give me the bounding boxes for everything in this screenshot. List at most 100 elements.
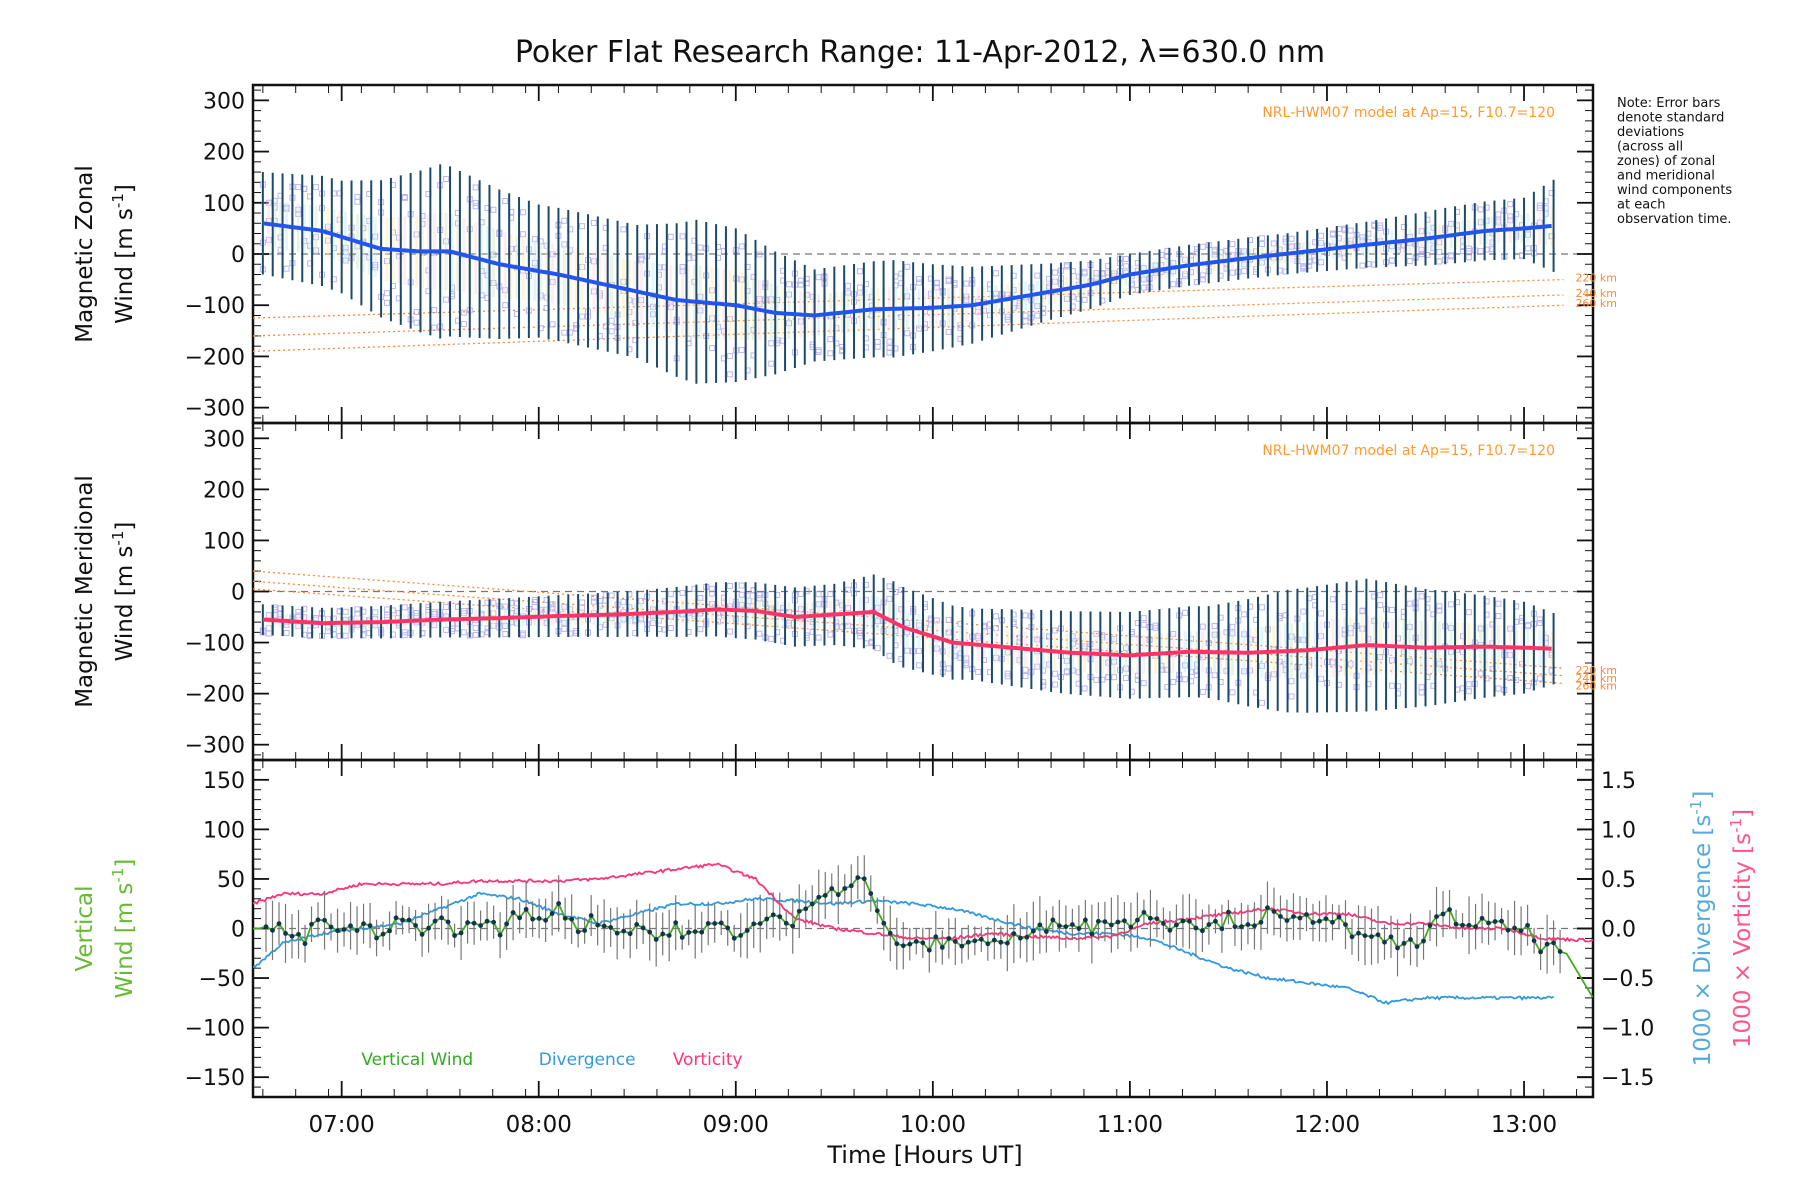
note-line: observation time. bbox=[1617, 212, 1732, 227]
vertical-wind-point bbox=[660, 931, 666, 937]
zone-sample-marker bbox=[768, 340, 775, 347]
zone-sample-marker bbox=[620, 598, 627, 605]
zone-sample-marker bbox=[916, 325, 923, 332]
vertical-wind-point bbox=[640, 925, 646, 931]
zone-sample-marker bbox=[1170, 678, 1177, 685]
zone-sample-marker bbox=[1229, 269, 1236, 276]
zone-sample-marker bbox=[1258, 235, 1265, 242]
zone-sample-marker bbox=[1418, 689, 1425, 696]
vertical-wind-point bbox=[523, 906, 529, 912]
zone-sample-marker bbox=[1081, 685, 1088, 692]
zone-sample-marker bbox=[1199, 276, 1206, 283]
zone-sample-marker bbox=[815, 601, 822, 608]
zone-sample-marker bbox=[904, 293, 911, 300]
zone-sample-marker bbox=[549, 251, 556, 258]
zone-sample-marker bbox=[1406, 600, 1413, 607]
model-line-220km bbox=[252, 570, 1564, 669]
vertical-wind-point bbox=[1056, 923, 1062, 929]
zone-sample-marker bbox=[1140, 284, 1147, 291]
zone-sample-marker bbox=[490, 251, 497, 258]
vertical-wind-point bbox=[1193, 925, 1199, 931]
zone-sample-marker bbox=[1241, 631, 1248, 638]
zone-sample-marker bbox=[650, 311, 657, 318]
vertical-wind-point bbox=[647, 929, 653, 935]
zone-sample-marker bbox=[502, 630, 509, 637]
vertical-wind-point bbox=[835, 892, 841, 898]
vertical-wind-point bbox=[907, 941, 913, 947]
zone-sample-marker bbox=[1270, 240, 1277, 247]
zone-sample-marker bbox=[1465, 609, 1472, 616]
zone-sample-marker bbox=[1111, 674, 1118, 681]
vertical-wind-point bbox=[341, 927, 347, 932]
model-altitude-label: 260 km bbox=[1575, 297, 1617, 310]
y-tick-label: 100 bbox=[203, 818, 245, 843]
zone-sample-marker bbox=[709, 315, 716, 322]
zone-sample-marker bbox=[1507, 675, 1514, 682]
zone-sample-marker bbox=[502, 287, 509, 294]
zone-sample-marker bbox=[354, 198, 361, 205]
y-tick-label: −150 bbox=[185, 1066, 245, 1091]
vertical-wind-point bbox=[471, 920, 477, 926]
vertical-wind-point bbox=[848, 883, 854, 889]
zone-sample-marker bbox=[531, 603, 538, 610]
zone-sample-marker bbox=[1389, 257, 1395, 264]
zone-sample-marker bbox=[1495, 600, 1502, 607]
zone-sample-marker bbox=[490, 610, 497, 617]
zone-sample-marker bbox=[1418, 246, 1425, 253]
zone-sample-marker bbox=[768, 296, 775, 303]
zone-sample-marker bbox=[265, 236, 272, 243]
zone-sample-marker bbox=[768, 605, 775, 612]
y-tick-label: −50 bbox=[199, 967, 245, 992]
zone-sample-marker bbox=[265, 612, 272, 619]
vertical-wind-point bbox=[816, 894, 822, 900]
zone-sample-marker bbox=[1418, 593, 1425, 600]
zone-sample-marker bbox=[1377, 654, 1384, 661]
zone-sample-marker bbox=[519, 209, 526, 216]
zone-sample-marker bbox=[638, 615, 645, 622]
vertical-wind-point bbox=[1349, 934, 1355, 940]
vertical-wind-point bbox=[1297, 915, 1303, 921]
zone-sample-marker bbox=[579, 264, 586, 271]
zone-sample-marker bbox=[431, 622, 438, 629]
zone-sample-marker bbox=[1022, 318, 1029, 325]
vertical-wind-point bbox=[705, 921, 711, 926]
vertical-wind-point bbox=[582, 928, 588, 933]
zone-sample-marker bbox=[815, 347, 822, 354]
zone-sample-marker bbox=[265, 630, 272, 637]
zone-sample-marker bbox=[1406, 623, 1413, 630]
zone-sample-marker bbox=[1004, 673, 1011, 680]
vertical-wind-point bbox=[699, 929, 705, 935]
zone-sample-marker bbox=[756, 630, 763, 637]
zone-sample-marker bbox=[738, 601, 745, 608]
y-axis-label-line2: Wind [m s-1] bbox=[109, 184, 138, 324]
vertical-wind-point bbox=[1505, 927, 1511, 933]
vertical-wind-point bbox=[1219, 926, 1225, 932]
vertical-wind-point bbox=[965, 939, 971, 945]
right-y-tick-label: 1.0 bbox=[1601, 818, 1636, 843]
y-tick-label: 0 bbox=[231, 581, 245, 606]
vertical-wind-point bbox=[549, 911, 555, 916]
vertical-wind-point bbox=[939, 945, 945, 950]
vertical-wind-point bbox=[692, 929, 698, 934]
vertical-wind-point bbox=[1245, 922, 1251, 927]
zone-sample-marker bbox=[1034, 303, 1041, 310]
zone-sample-marker bbox=[1258, 604, 1265, 611]
zone-sample-marker bbox=[886, 345, 893, 352]
vertical-wind-point bbox=[1102, 919, 1108, 925]
zone-sample-marker bbox=[992, 613, 999, 620]
vertical-wind-point bbox=[1466, 922, 1472, 928]
zone-sample-marker bbox=[313, 184, 320, 191]
zone-sample-marker bbox=[608, 317, 615, 324]
zone-sample-marker bbox=[1140, 276, 1147, 283]
zone-sample-marker bbox=[265, 199, 272, 206]
zone-sample-marker bbox=[709, 345, 716, 352]
zone-sample-marker bbox=[1436, 258, 1443, 265]
zone-sample-marker bbox=[1170, 259, 1177, 266]
vertical-wind-point bbox=[920, 940, 926, 946]
vertical-wind-point bbox=[1434, 914, 1439, 920]
zone-sample-marker bbox=[886, 652, 893, 659]
zone-sample-marker bbox=[1081, 643, 1088, 650]
zone-sample-marker bbox=[443, 604, 450, 611]
model-altitude-label: 240 km bbox=[1575, 287, 1617, 300]
vertical-wind-point bbox=[1037, 922, 1043, 928]
